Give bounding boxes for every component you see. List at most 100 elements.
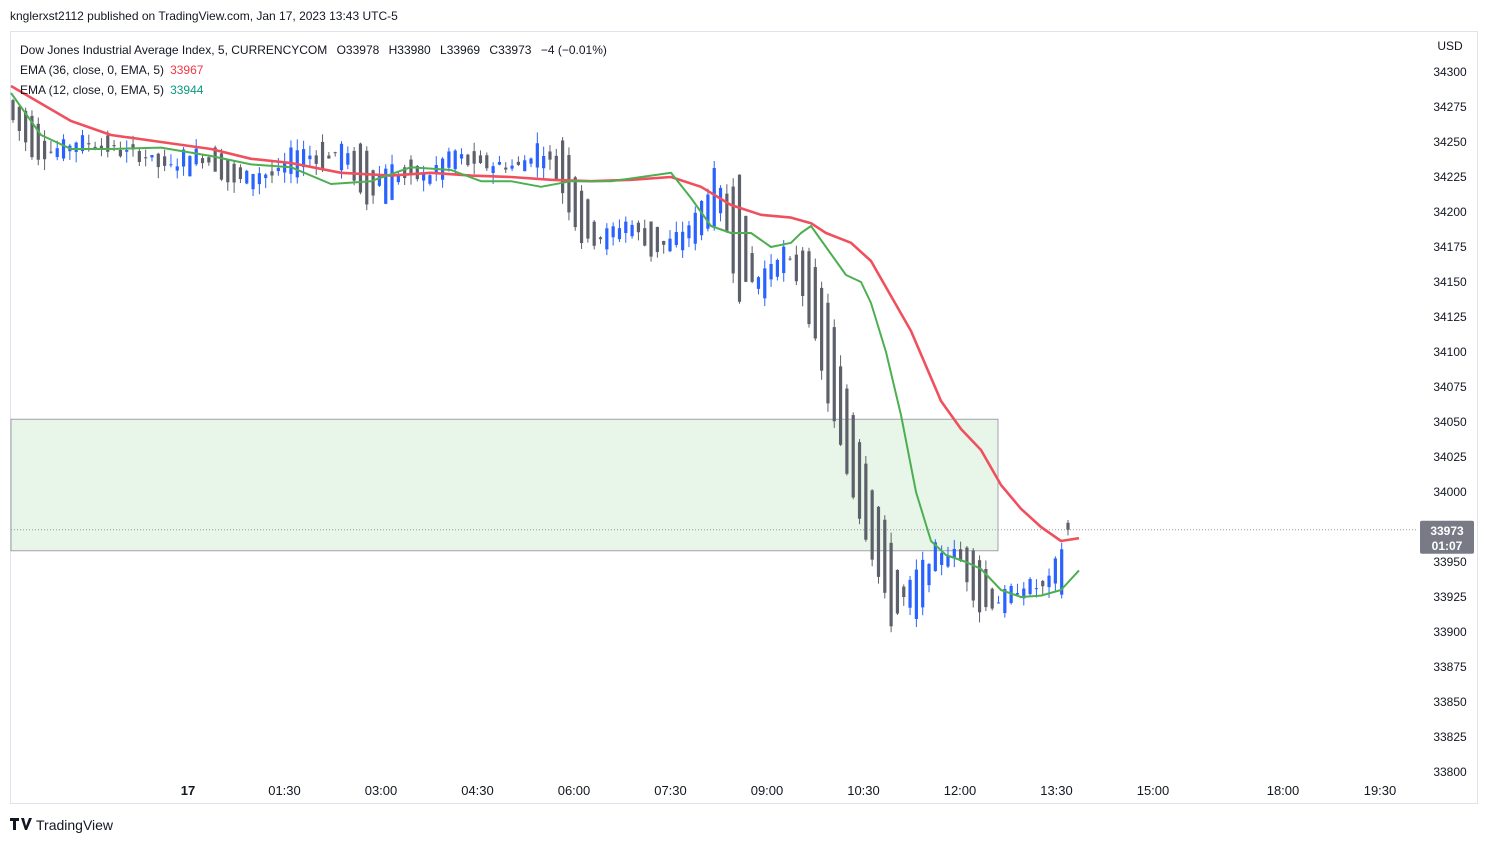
candle-body <box>579 190 584 244</box>
candle-body <box>118 149 122 157</box>
x-tick-label: 03:00 <box>365 783 398 798</box>
candle-body <box>548 151 552 160</box>
candle-countdown: 01:07 <box>1432 539 1463 553</box>
price-axis-layer: USD 34300 34275 34250 34225 34200 34175 34150 34… <box>1433 39 1467 779</box>
x-tick-label: 04:30 <box>461 783 494 798</box>
candle-body <box>813 267 817 339</box>
candle-body <box>301 149 306 168</box>
candle-body <box>636 222 641 233</box>
candle-body <box>264 174 268 179</box>
candle-body <box>219 153 224 180</box>
candle-body <box>365 150 369 205</box>
candle-body <box>175 166 179 171</box>
candle-body <box>826 302 830 404</box>
candle-body <box>61 139 66 159</box>
y-tick-label: 34300 <box>1433 65 1467 79</box>
candle-body <box>163 156 167 166</box>
footer-brand-name: TradingView <box>36 817 114 833</box>
candle-body <box>377 176 382 186</box>
candle-body <box>864 463 868 540</box>
last-price-tag <box>1420 520 1474 554</box>
x-tick-label: 01:30 <box>268 783 301 798</box>
x-tick-label: 12:00 <box>944 783 977 798</box>
candle-body <box>687 225 691 239</box>
legend-ema12-row[interactable]: EMA (12, close, 0, EMA, 5) 33944 <box>20 80 613 100</box>
candles-layer <box>11 98 1070 633</box>
y-tick-label: 34000 <box>1433 485 1467 499</box>
candle-body <box>510 165 514 169</box>
candle-body <box>80 135 85 152</box>
candle-body <box>169 164 173 166</box>
candle-body <box>737 174 742 302</box>
y-tick-label: 33875 <box>1433 660 1467 674</box>
candle-body <box>908 579 912 608</box>
candle-body <box>889 542 893 627</box>
candle-body <box>542 156 546 169</box>
candle-body <box>472 151 476 164</box>
candle-body <box>902 586 906 598</box>
x-tick-label: 07:30 <box>654 783 687 798</box>
candle-body <box>245 170 249 184</box>
candle-body <box>782 246 786 274</box>
candle-body <box>403 167 407 179</box>
legend-close: C33973 <box>489 43 532 57</box>
candle-body <box>807 251 811 325</box>
candle-body <box>1053 558 1057 584</box>
candle-body <box>965 547 969 583</box>
candle-body <box>990 588 994 609</box>
candle-body <box>1034 588 1039 590</box>
candle-body <box>428 175 432 184</box>
candle-body <box>952 548 956 559</box>
candle-body <box>933 542 937 572</box>
candle-body <box>838 366 843 445</box>
candle-body <box>775 259 780 277</box>
candle-body <box>598 237 603 240</box>
y-tick-label: 33900 <box>1433 625 1467 639</box>
last-price-value: 33973 <box>1430 524 1464 538</box>
legend-ema36-row[interactable]: EMA (36, close, 0, EMA, 5) 33967 <box>20 60 613 80</box>
candle-body <box>693 212 697 244</box>
candle-body <box>940 552 944 565</box>
legend-symbol-row: Dow Jones Industrial Average Index, 5, C… <box>20 40 613 60</box>
y-tick-label: 34250 <box>1433 135 1467 149</box>
candle-body <box>156 153 160 168</box>
candle-body <box>832 327 836 422</box>
candle-body <box>820 287 824 371</box>
candle-body <box>927 563 931 586</box>
chart-frame[interactable] <box>10 31 1478 804</box>
candle-body <box>99 145 104 149</box>
candle-body <box>959 549 963 561</box>
candle-body <box>112 145 116 147</box>
candle-body <box>535 143 539 168</box>
candle-body <box>744 215 748 282</box>
candle-body <box>459 154 464 159</box>
x-tick-label: 10:30 <box>847 783 880 798</box>
legend-ema12-value: 33944 <box>170 83 204 97</box>
x-tick-label: 17 <box>181 783 195 798</box>
candle-body <box>466 154 470 166</box>
candle-body <box>883 519 887 593</box>
candle-body <box>996 602 1001 604</box>
candle-body <box>36 123 40 160</box>
candle-body <box>921 559 925 608</box>
candle-body <box>55 148 59 158</box>
candle-body <box>573 177 577 228</box>
y-tick-label: 34125 <box>1433 310 1467 324</box>
candle-body <box>845 388 849 474</box>
candle-body <box>643 228 647 246</box>
y-tick-label: 34275 <box>1433 100 1467 114</box>
candle-body <box>358 143 363 193</box>
candle-body <box>17 106 21 131</box>
candle-body <box>655 226 659 253</box>
candle-body <box>857 442 862 519</box>
y-tick-label: 33850 <box>1433 695 1467 709</box>
candle-body <box>946 555 950 567</box>
legend-ema36-value: 33967 <box>170 63 204 77</box>
candle-body <box>523 160 527 172</box>
candle-body <box>276 167 280 172</box>
candle-body <box>453 150 457 170</box>
footer-branding[interactable]: TradingView <box>10 817 113 833</box>
candle-body <box>1060 549 1064 595</box>
legend-open: O33978 <box>336 43 380 57</box>
